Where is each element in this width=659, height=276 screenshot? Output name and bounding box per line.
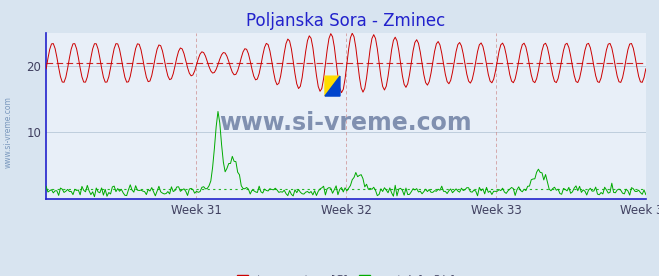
- Title: Poljanska Sora - Zminec: Poljanska Sora - Zminec: [246, 12, 445, 30]
- Polygon shape: [325, 76, 340, 96]
- Text: www.si-vreme.com: www.si-vreme.com: [219, 111, 473, 134]
- Polygon shape: [325, 76, 340, 96]
- Legend: temperatura [C], pretok [m3/s]: temperatura [C], pretok [m3/s]: [233, 270, 459, 276]
- Text: www.si-vreme.com: www.si-vreme.com: [3, 97, 13, 168]
